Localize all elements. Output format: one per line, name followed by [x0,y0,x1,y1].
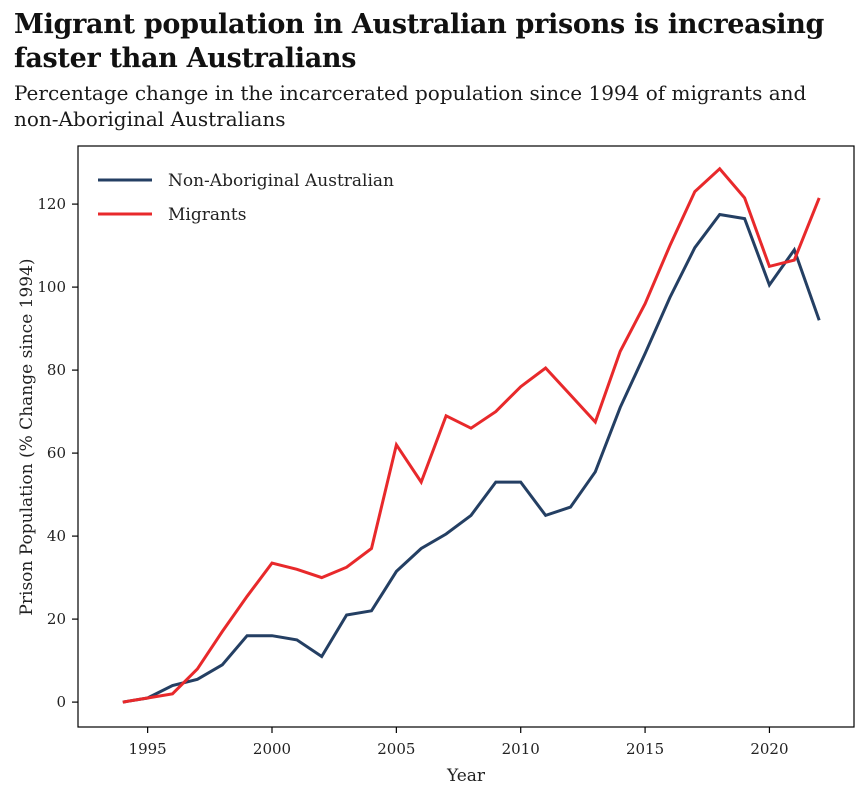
x-tick-label: 2010 [502,740,540,758]
y-tick-label: 40 [47,527,66,545]
y-tick-label: 0 [56,693,66,711]
y-tick-label: 100 [37,278,66,296]
x-tick-label: 1995 [129,740,167,758]
legend-label-migrants: Migrants [168,205,247,225]
series-layer [122,166,821,704]
x-tick-label: 2005 [377,740,415,758]
x-tick-label: 2000 [253,740,291,758]
y-tick-label: 20 [47,610,66,628]
legend: Non-Aboriginal Australian Migrants [98,171,394,225]
x-axis-title: Year [446,766,486,786]
chart-subtitle: Percentage change in the incarcerated po… [14,81,807,131]
x-axis: 1995 2000 2005 2010 2015 2020 [129,727,789,758]
y-axis-title: Prison Population (% Change since 1994) [17,258,37,615]
y-tick-label: 120 [37,195,66,213]
x-tick-label: 2020 [750,740,788,758]
chart-header: Migrant population in Australian prisons… [14,8,854,132]
series-line-non-aboriginal-australian [122,212,821,704]
plot-frame [77,145,855,728]
y-tick-label: 80 [47,361,66,379]
y-axis: 0 20 40 60 80 100 120 [37,195,78,711]
series-line-migrants [122,166,821,704]
chart-title: Migrant population in Australian prisons… [14,9,825,74]
legend-label-non-aboriginal-australian: Non-Aboriginal Australian [168,171,394,191]
x-tick-label: 2015 [626,740,664,758]
y-tick-label: 60 [47,444,66,462]
